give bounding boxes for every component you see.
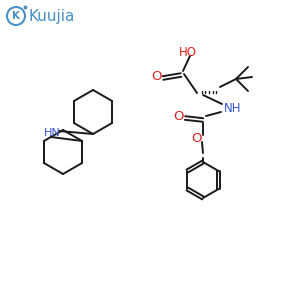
Text: HO: HO [179,46,197,59]
Text: O: O [191,131,201,145]
Text: HN: HN [44,128,60,138]
Text: Kuujia: Kuujia [28,8,74,23]
Text: O: O [173,110,183,124]
Text: O: O [151,70,161,83]
Text: NH: NH [224,101,242,115]
Text: K: K [12,11,20,21]
